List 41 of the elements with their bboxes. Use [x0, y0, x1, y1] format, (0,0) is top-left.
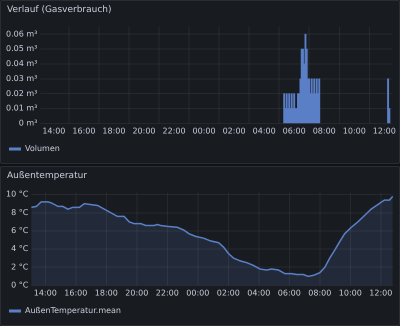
- x-tick-label: 14:00: [34, 288, 57, 298]
- x-tick-label: 04:00: [252, 126, 276, 136]
- chart-title: Verlauf (Gasverbrauch): [6, 4, 112, 17]
- x-tick-label: 06:00: [282, 126, 306, 136]
- y-tick-label: 0.01 m³: [6, 104, 38, 113]
- x-tick-label: 16:00: [64, 288, 88, 298]
- y-tick-label: 0 m³: [18, 118, 38, 128]
- y-tick-label: 2 °C: [11, 262, 29, 272]
- y-tick-label: 10 °C: [6, 190, 29, 199]
- x-tick-label: 04:00: [247, 288, 270, 298]
- y-tick-label: 0.02 m³: [6, 88, 38, 98]
- x-tick-label: 20:00: [132, 126, 156, 136]
- legend-label: Volumen: [25, 144, 60, 154]
- legend-label: AußenTemperatur.mean: [25, 306, 121, 316]
- y-tick-label: 0.05 m³: [6, 44, 38, 54]
- x-tick-label: 22:00: [162, 126, 186, 136]
- x-tick-label: 14:00: [42, 126, 66, 136]
- y-tick-label: 0.04 m³: [6, 59, 38, 68]
- y-tick-label: 0.06 m³: [6, 29, 38, 38]
- chart-title: Außentemperatur: [6, 170, 88, 183]
- x-tick-label: 02:00: [216, 288, 240, 298]
- y-tick-label: 6 °C: [11, 226, 29, 236]
- x-tick-label: 08:00: [312, 126, 336, 136]
- x-tick-label: 12:00: [372, 126, 396, 136]
- y-tick-label: 8 °C: [11, 208, 29, 217]
- x-tick-label: 16:00: [72, 126, 96, 136]
- x-tick-label: 08:00: [308, 288, 332, 298]
- x-tick-label: 18:00: [94, 288, 118, 298]
- x-tick-label: 12:00: [369, 288, 392, 298]
- y-tick-label: 0 °C: [11, 280, 29, 290]
- x-tick-label: 02:00: [222, 126, 246, 136]
- x-tick-label: 00:00: [192, 126, 216, 136]
- x-tick-label: 18:00: [102, 126, 126, 136]
- x-tick-label: 10:00: [342, 126, 366, 136]
- x-tick-label: 06:00: [278, 288, 301, 298]
- y-tick-label: 0.03 m³: [6, 74, 38, 83]
- x-tick-label: 22:00: [156, 288, 179, 298]
- x-tick-label: 00:00: [186, 288, 210, 298]
- y-tick-label: 4 °C: [11, 244, 29, 254]
- x-tick-label: 10:00: [338, 288, 362, 298]
- x-tick-label: 20:00: [125, 288, 148, 298]
